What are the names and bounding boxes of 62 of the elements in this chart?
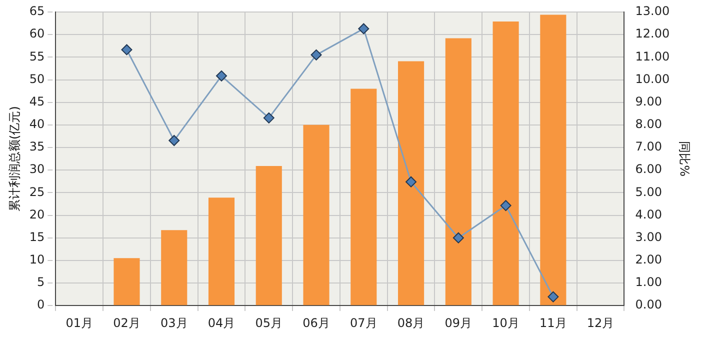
x-tick-label: 05月 bbox=[255, 316, 283, 330]
y-tick-label: 65 bbox=[29, 4, 45, 18]
y2-axis-title: 同比% bbox=[678, 141, 692, 177]
x-tick-label: 10月 bbox=[492, 316, 520, 330]
y-axis-title: 累计利润总额(亿元) bbox=[7, 106, 22, 212]
x-tick-label: 04月 bbox=[208, 316, 236, 330]
bar bbox=[208, 198, 235, 306]
y-tick-label: 25 bbox=[29, 184, 45, 199]
bar bbox=[398, 61, 424, 306]
bar bbox=[492, 21, 519, 306]
y2-tick-label: 9.00 bbox=[635, 94, 662, 108]
y2-tick-label: 1.00 bbox=[635, 275, 662, 290]
y-tick-label: 30 bbox=[29, 162, 45, 176]
y-tick-label: 20 bbox=[29, 207, 45, 222]
x-tick-label: 07月 bbox=[350, 316, 378, 330]
point bbox=[406, 176, 417, 188]
point bbox=[452, 232, 464, 244]
y2-tick-label: 5.00 bbox=[635, 184, 662, 199]
y2-tick-label: 8.00 bbox=[635, 117, 662, 132]
point bbox=[121, 44, 132, 56]
bar bbox=[256, 166, 282, 306]
y2-tick-label: 12.00 bbox=[635, 26, 670, 41]
bar bbox=[445, 38, 472, 306]
y-tick-label: 10 bbox=[29, 252, 45, 267]
x-tick-label: 01月 bbox=[66, 316, 93, 330]
y-tick-label: 40 bbox=[29, 117, 45, 132]
point bbox=[168, 135, 180, 146]
point bbox=[216, 70, 228, 82]
y2-tick-label: 7.00 bbox=[635, 140, 662, 154]
y2-tick-label: 3.00 bbox=[635, 230, 662, 244]
point bbox=[500, 200, 512, 212]
y-tick-label: 45 bbox=[29, 94, 45, 108]
y-tick-label: 0 bbox=[37, 298, 45, 312]
y2-tick-label: 10.00 bbox=[635, 72, 670, 86]
y2-tick-label: 0.00 bbox=[635, 298, 662, 312]
y2-tick-label: 6.00 bbox=[635, 162, 662, 176]
y2-tick-label: 4.00 bbox=[635, 207, 662, 222]
point bbox=[263, 112, 274, 124]
y-tick-label: 15 bbox=[29, 230, 45, 244]
y-tick-label: 55 bbox=[29, 49, 45, 64]
bar bbox=[350, 88, 377, 306]
point bbox=[310, 49, 322, 60]
x-tick-label: 03月 bbox=[160, 316, 188, 330]
x-tick-label: 06月 bbox=[302, 316, 330, 330]
bar bbox=[114, 258, 140, 306]
point bbox=[358, 23, 370, 34]
x-tick-label: 02月 bbox=[113, 316, 140, 330]
bar bbox=[540, 14, 566, 306]
point bbox=[548, 291, 559, 302]
x-tick-label: 11月 bbox=[540, 316, 567, 330]
y-tick-label: 35 bbox=[29, 140, 45, 154]
y2-tick-label: 13.00 bbox=[635, 4, 670, 18]
y-tick-label: 50 bbox=[29, 72, 45, 86]
y-tick-label: 5 bbox=[37, 275, 45, 290]
y2-tick-label: 11.00 bbox=[635, 49, 670, 64]
bar bbox=[303, 124, 330, 306]
y-tick-label: 60 bbox=[29, 26, 45, 41]
y2-tick-label: 2.00 bbox=[635, 252, 662, 267]
bar bbox=[161, 230, 188, 306]
x-tick-label: 12月 bbox=[586, 316, 614, 330]
x-tick-label: 08月 bbox=[397, 316, 425, 330]
x-tick-label: 09月 bbox=[444, 316, 472, 330]
